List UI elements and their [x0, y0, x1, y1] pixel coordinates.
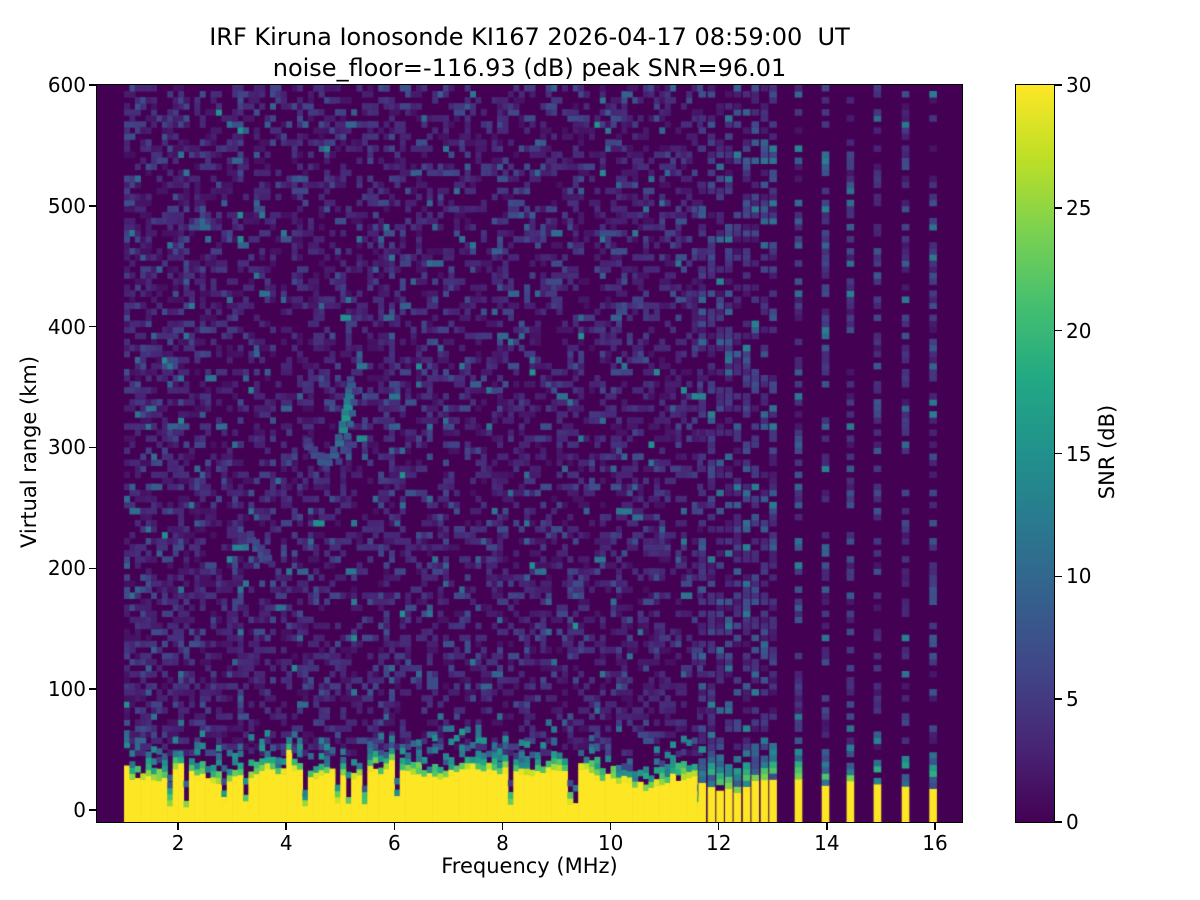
y-tick-mark — [89, 567, 96, 570]
colorbar — [1015, 84, 1055, 823]
colorbar-tick-label: 5 — [1066, 687, 1079, 712]
colorbar-label: SNR (dB) — [1095, 404, 1119, 500]
colorbar-tick-mark — [1055, 329, 1062, 332]
y-tick-label: 100 — [47, 677, 86, 702]
x-tick-mark — [177, 823, 179, 830]
colorbar-tick-mark — [1055, 452, 1062, 455]
colorbar-tick-mark — [1055, 84, 1062, 86]
x-tick-label: 4 — [279, 831, 293, 855]
y-tick-mark — [89, 325, 96, 328]
y-tick-label: 400 — [47, 314, 86, 339]
colorbar-tick-label: 15 — [1066, 441, 1092, 466]
x-tick-label: 16 — [922, 831, 948, 855]
x-tick-mark — [717, 823, 720, 830]
colorbar-tick-mark — [1055, 821, 1062, 823]
x-tick-mark — [285, 823, 287, 830]
colorbar-tick-label: 10 — [1066, 564, 1092, 589]
x-tick-mark — [393, 823, 396, 830]
colorbar-tick-mark — [1055, 207, 1062, 209]
colorbar-tick-label: 25 — [1066, 195, 1092, 220]
y-tick-label: 300 — [47, 435, 86, 460]
x-axis-label: Frequency (MHz) — [441, 854, 618, 878]
y-tick-label: 500 — [47, 193, 86, 218]
colorbar-tick-label: 30 — [1066, 73, 1092, 97]
ionogram-heatmap — [97, 85, 962, 822]
y-tick-label: 0 — [73, 797, 86, 822]
y-axis-label: Virtual range (km) — [17, 355, 41, 549]
x-tick-label: 2 — [171, 831, 185, 855]
colorbar-tick-mark — [1055, 575, 1062, 578]
y-tick-label: 600 — [47, 73, 86, 97]
y-tick-mark — [89, 84, 96, 86]
colorbar-tick-label: 0 — [1066, 810, 1079, 834]
y-tick-mark — [89, 809, 96, 811]
x-tick-mark — [826, 823, 828, 830]
x-tick-label: 10 — [597, 831, 624, 855]
x-tick-label: 12 — [705, 831, 732, 855]
y-tick-mark — [89, 688, 96, 690]
y-tick-mark — [89, 205, 96, 207]
x-tick-mark — [501, 823, 504, 830]
chart-subtitle: noise_floor=-116.93 (dB) peak SNR=96.01 — [272, 54, 787, 82]
x-tick-label: 6 — [387, 831, 401, 855]
y-tick-label: 200 — [47, 556, 86, 581]
colorbar-tick-mark — [1055, 698, 1062, 700]
y-tick-mark — [89, 446, 96, 449]
x-tick-label: 8 — [496, 831, 509, 855]
x-tick-mark — [934, 823, 936, 830]
chart-title: IRF Kiruna Ionosonde KI167 2026-04-17 08… — [209, 23, 850, 51]
colorbar-tick-label: 20 — [1066, 318, 1092, 343]
x-tick-label: 14 — [814, 831, 840, 855]
x-tick-mark — [609, 823, 612, 830]
